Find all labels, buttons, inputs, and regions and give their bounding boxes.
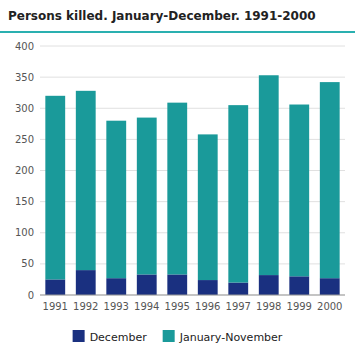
chart-container: Persons killed. January-December. 1991-2… [0, 0, 355, 361]
y-tick-label: 350 [15, 72, 34, 83]
y-tick-label: 150 [15, 196, 34, 207]
legend-swatch [163, 330, 175, 342]
legend-label: January-November [179, 331, 283, 344]
legend-label: December [90, 331, 148, 344]
bar [289, 276, 309, 295]
bar [259, 275, 279, 295]
legend-item: January-November [163, 330, 283, 344]
bar [167, 274, 187, 295]
bar [167, 103, 187, 275]
bar [76, 91, 96, 270]
y-tick-label: 0 [28, 290, 34, 301]
chart-svg: Persons killed. January-December. 1991-2… [0, 0, 355, 361]
bar [259, 75, 279, 275]
x-tick-label: 1994 [134, 301, 159, 312]
x-tick-label: 1998 [256, 301, 281, 312]
bar [106, 121, 126, 278]
x-tick-label: 1991 [43, 301, 68, 312]
bar [106, 278, 126, 295]
x-tick-label: 1995 [165, 301, 190, 312]
x-tick-label: 1996 [195, 301, 220, 312]
bar [45, 279, 65, 295]
x-tick-label: 1999 [287, 301, 312, 312]
title-rule [0, 31, 355, 33]
y-tick-label: 200 [15, 165, 34, 176]
x-tick-label: 1993 [104, 301, 129, 312]
bar [76, 270, 96, 295]
y-tick-label: 100 [15, 227, 34, 238]
x-tick-label: 2000 [317, 301, 342, 312]
bar [137, 274, 157, 295]
x-tick-label: 1997 [226, 301, 251, 312]
legend-item: December [73, 330, 148, 344]
grid-line [40, 77, 345, 78]
y-tick-label: 50 [21, 258, 34, 269]
bar [45, 96, 65, 280]
y-tick-label: 250 [15, 134, 34, 145]
y-axis: 0 50 100 150 200 250 300 350 400 [15, 41, 345, 301]
y-tick-label: 400 [15, 41, 34, 52]
bar [137, 118, 157, 275]
y-tick-label: 300 [15, 103, 34, 114]
legend: December January-November [73, 330, 283, 344]
grid-line [40, 46, 345, 47]
bar [198, 280, 218, 295]
bar [320, 82, 340, 278]
bar [320, 278, 340, 295]
x-axis-line [40, 295, 345, 296]
grid-line [40, 295, 345, 296]
title: Persons killed. January-December. 1991-2… [8, 9, 316, 23]
bar [289, 105, 309, 277]
bars [45, 75, 339, 295]
bar [198, 134, 218, 280]
bar [228, 105, 248, 282]
x-axis: 1991 1992 1993 1994 1995 1996 1997 1998 1999 2000 [40, 295, 345, 312]
legend-swatch [73, 330, 85, 342]
x-tick-label: 1992 [73, 301, 98, 312]
bar [228, 283, 248, 295]
